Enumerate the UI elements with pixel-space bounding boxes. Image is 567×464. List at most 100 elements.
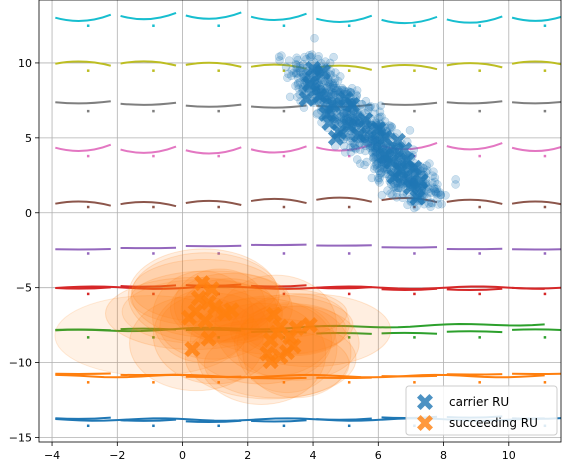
y-tick-label: −5 (16, 282, 32, 295)
carrier-sample-point (374, 114, 382, 122)
carrier-sample-point (296, 62, 304, 70)
row-point (544, 381, 547, 384)
row-point (87, 425, 90, 428)
row-curve-segment (512, 329, 567, 330)
row-curve-segment (447, 331, 502, 332)
row-point (87, 24, 90, 27)
x-tick-label: 2 (244, 449, 251, 462)
row-point (413, 336, 416, 339)
y-tick-label: 5 (25, 132, 32, 145)
row-point (478, 69, 481, 72)
row-point (478, 381, 481, 384)
row-point (348, 381, 351, 384)
y-tick-label: 10 (18, 57, 32, 70)
row-point (544, 24, 547, 27)
carrier-sample-point (331, 69, 339, 77)
row-point (87, 206, 90, 209)
row-point (413, 24, 416, 27)
x-tick-label: 10 (502, 449, 516, 462)
row-point (87, 252, 90, 255)
x-tick-label: 8 (440, 449, 447, 462)
row-point (217, 110, 220, 113)
row-point (544, 110, 547, 113)
row-point (478, 206, 481, 209)
carrier-sample-point (431, 178, 439, 186)
row-point (413, 110, 416, 113)
row-point (283, 24, 286, 27)
carrier-sample-point (367, 142, 375, 150)
row-point (87, 155, 90, 158)
x-tick-label: −4 (44, 449, 60, 462)
row-point (413, 381, 416, 384)
carrier-sample-point (310, 34, 318, 42)
row-point (152, 155, 155, 158)
row-point (348, 206, 351, 209)
row-point (544, 206, 547, 209)
carrier-sample-point (425, 200, 433, 208)
y-tick-label: −15 (9, 432, 32, 445)
carrier-sample-point (277, 52, 285, 60)
row-point (478, 110, 481, 113)
row-point (413, 69, 416, 72)
row-point (283, 252, 286, 255)
row-point (283, 425, 286, 428)
row-point (283, 206, 286, 209)
row-point (217, 425, 220, 428)
carrier-sample-point (305, 51, 313, 59)
carrier-sample-point (329, 82, 337, 90)
carrier-sample-point (353, 87, 361, 95)
carrier-sample-point (286, 93, 294, 101)
row-point (152, 381, 155, 384)
carrier-sample-point (353, 155, 361, 163)
row-point (544, 69, 547, 72)
row-point (348, 425, 351, 428)
row-point (217, 69, 220, 72)
carrier-sample-point (360, 161, 368, 169)
row-point (152, 24, 155, 27)
row-point (283, 110, 286, 113)
row-point (478, 336, 481, 339)
carrier-sample-point (452, 175, 460, 183)
row-point (87, 110, 90, 113)
carrier-sample-point (349, 143, 357, 151)
row-point (544, 336, 547, 339)
row-point (348, 24, 351, 27)
y-axis: −15−10−50510 (9, 57, 39, 445)
carrier-sample-point (362, 97, 370, 105)
x-axis: −4 −2 0 2 4 6 8 10 (44, 442, 516, 462)
row-point (217, 24, 220, 27)
row-point (478, 252, 481, 255)
legend-label-carrier-ru: carrier RU (449, 395, 509, 409)
legend-label-succeeding-ru: succeeding RU (449, 416, 538, 430)
carrier-sample-point (285, 57, 293, 65)
row-point (217, 155, 220, 158)
row-point (544, 155, 547, 158)
x-tick-label: 4 (310, 449, 317, 462)
row-point (152, 69, 155, 72)
row-point (87, 381, 90, 384)
row-point (544, 252, 547, 255)
carrier-sample-point (386, 190, 394, 198)
x-tick-label: 6 (375, 449, 382, 462)
x-tick-label: 0 (179, 449, 186, 462)
legend: carrier RU succeeding RU (406, 386, 557, 435)
row-point (348, 293, 351, 296)
row-point (544, 293, 547, 296)
carrier-sample-point (434, 189, 442, 197)
row-point (478, 155, 481, 158)
carrier-sample-point (330, 53, 338, 61)
carrier-sample-point (378, 191, 386, 199)
y-tick-label: −10 (9, 357, 32, 370)
row-point (152, 206, 155, 209)
carrier-sample-point (425, 160, 433, 168)
row-point (152, 425, 155, 428)
x-tick-label: −2 (109, 449, 125, 462)
row-point (413, 252, 416, 255)
row-point (152, 110, 155, 113)
row-point (413, 293, 416, 296)
row-point (348, 69, 351, 72)
row-point (217, 206, 220, 209)
row-point (478, 24, 481, 27)
row-point (348, 252, 351, 255)
